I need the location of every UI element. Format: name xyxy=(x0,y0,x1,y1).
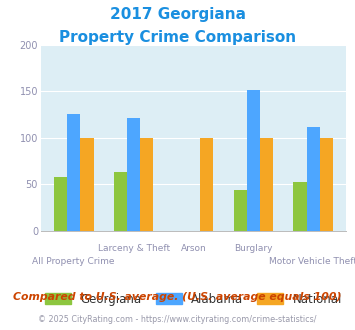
Text: 2017 Georgiana: 2017 Georgiana xyxy=(109,7,246,21)
Text: Motor Vehicle Theft: Motor Vehicle Theft xyxy=(269,257,355,266)
Text: All Property Crime: All Property Crime xyxy=(33,257,115,266)
Bar xyxy=(80,138,93,231)
Bar xyxy=(127,118,140,231)
Bar xyxy=(234,190,247,231)
Legend: Georgiana, Alabama, National: Georgiana, Alabama, National xyxy=(45,293,342,306)
Bar xyxy=(54,177,67,231)
Text: © 2025 CityRating.com - https://www.cityrating.com/crime-statistics/: © 2025 CityRating.com - https://www.city… xyxy=(38,315,317,324)
Text: Burglary: Burglary xyxy=(234,244,273,253)
Text: Larceny & Theft: Larceny & Theft xyxy=(98,244,170,253)
Bar xyxy=(114,172,127,231)
Text: Arson: Arson xyxy=(181,244,206,253)
Text: Compared to U.S. average. (U.S. average equals 100): Compared to U.S. average. (U.S. average … xyxy=(13,292,342,302)
Bar xyxy=(320,138,333,231)
Bar xyxy=(67,115,80,231)
Bar xyxy=(140,138,153,231)
Bar xyxy=(307,127,320,231)
Text: Property Crime Comparison: Property Crime Comparison xyxy=(59,30,296,45)
Bar xyxy=(294,182,307,231)
Bar xyxy=(247,90,260,231)
Bar xyxy=(260,138,273,231)
Bar xyxy=(200,138,213,231)
